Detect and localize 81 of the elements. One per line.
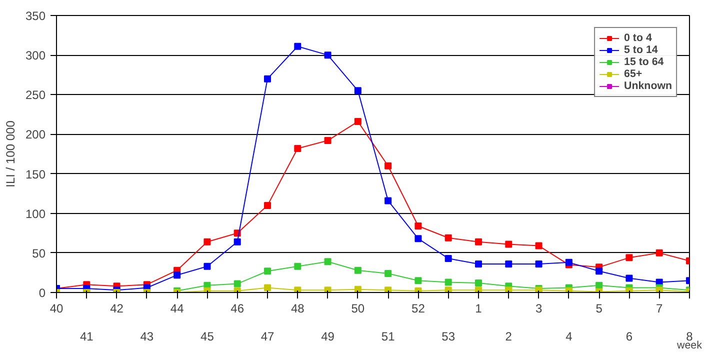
y-tick-label: 300: [25, 48, 46, 63]
point: [324, 137, 332, 144]
x-tick-label: 4: [566, 330, 573, 344]
legend-label: 65+: [624, 68, 644, 80]
point: [384, 270, 392, 278]
x-tick-label: 49: [321, 330, 335, 344]
point: [444, 286, 452, 292]
legend-label: Unknown: [624, 80, 672, 92]
x-tick-label: 48: [290, 302, 305, 316]
x-tick-label: 45: [200, 330, 214, 344]
y-tick-label: 350: [25, 9, 46, 23]
x-tick-label: 1: [475, 302, 482, 316]
y-axis-title: ILI / 100 000: [3, 120, 18, 188]
point: [565, 258, 572, 266]
x-tick-label: 44: [170, 302, 184, 316]
x-tick-label: 5: [596, 302, 603, 316]
point: [264, 75, 271, 82]
x-tick-label: 47: [260, 330, 274, 344]
x-tick-label: 2: [505, 330, 512, 344]
point: [354, 266, 362, 274]
point: [444, 234, 452, 242]
point: [475, 238, 482, 246]
point: [505, 260, 512, 268]
y-tick-label: 150: [25, 167, 46, 182]
x-tick-label: 3: [535, 302, 542, 316]
point: [596, 268, 603, 275]
point: [475, 280, 482, 287]
x-tick-label: 53: [442, 330, 456, 344]
y-tick-label: 200: [25, 128, 46, 142]
point: [234, 238, 241, 246]
point: [656, 286, 663, 292]
point: [656, 249, 663, 256]
legend-label: 5 to 14: [624, 44, 658, 56]
point: [294, 42, 302, 50]
y-tick-label: 100: [25, 206, 46, 221]
point: [294, 262, 302, 270]
point: [475, 260, 482, 268]
point: [384, 162, 392, 170]
point: [414, 235, 422, 242]
point: [174, 272, 181, 279]
point: [264, 284, 271, 292]
y-tick-label: 50: [32, 246, 46, 260]
x-tick-label: 42: [110, 302, 124, 316]
point: [324, 52, 332, 59]
point: [204, 238, 211, 246]
point: [204, 262, 211, 270]
point: [535, 260, 542, 268]
point: [444, 278, 452, 286]
x-tick-label: 7: [656, 302, 664, 316]
point: [354, 87, 362, 94]
point: [384, 197, 392, 204]
point: [264, 268, 271, 275]
x-tick-label: 40: [50, 302, 64, 316]
x-tick-label: 6: [626, 330, 633, 344]
point: [444, 254, 452, 262]
legend-label: 0 to 4: [624, 32, 652, 44]
x-tick-label: 46: [230, 302, 244, 316]
point: [354, 118, 362, 126]
point: [505, 240, 512, 248]
x-tick-label: 52: [412, 302, 426, 316]
y-tick-label: 250: [25, 88, 46, 102]
legend-label: 15 to 64: [624, 56, 664, 68]
point: [475, 286, 482, 292]
point: [626, 254, 633, 262]
point: [324, 258, 332, 266]
point: [294, 144, 302, 152]
point: [324, 286, 332, 292]
point: [234, 280, 241, 288]
point: [535, 242, 542, 250]
y-tick-label: 0: [38, 286, 46, 300]
x-tick-label: 41: [80, 330, 94, 344]
x-tick-label: 51: [381, 330, 396, 344]
point: [626, 274, 633, 282]
point: [414, 277, 422, 284]
point: [294, 286, 302, 292]
x-tick-label: 50: [351, 302, 365, 316]
point: [414, 222, 422, 230]
point: [384, 286, 392, 292]
x-tick-label: 43: [140, 330, 154, 344]
point: [505, 286, 512, 292]
point: [264, 202, 271, 209]
